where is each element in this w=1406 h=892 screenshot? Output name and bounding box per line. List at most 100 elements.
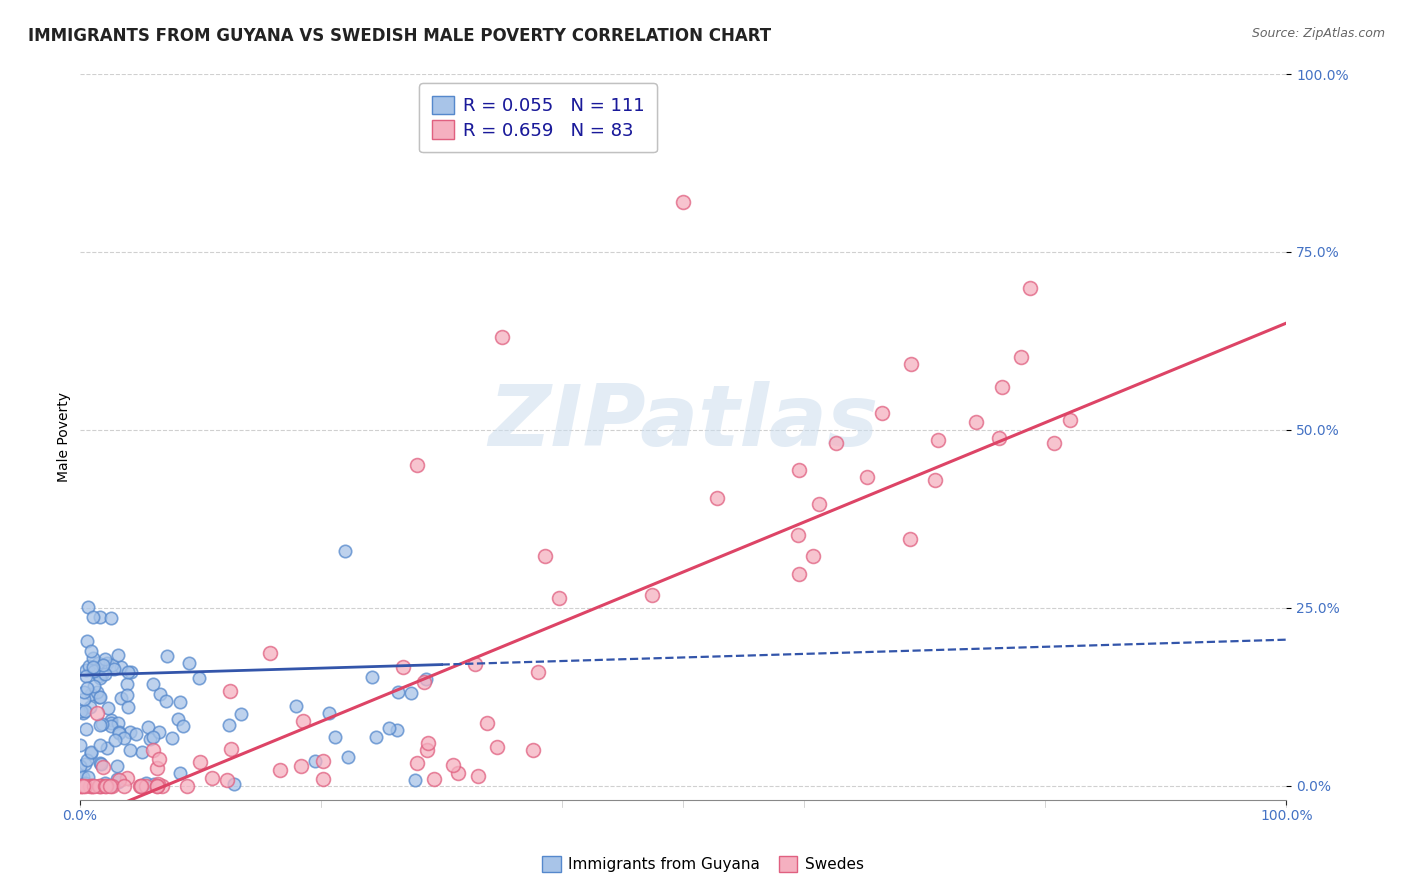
Point [90, 757, 112, 772]
Point [311, 754, 333, 768]
Point [107, 716, 129, 731]
Point [218, 684, 240, 698]
Point [100, 657, 122, 672]
Point [491, 330, 513, 344]
Point [176, 779, 198, 793]
Point [318, 706, 340, 721]
Point [142, 730, 165, 744]
Point [115, 688, 138, 702]
Point [87, 690, 110, 704]
Point [115, 771, 138, 785]
Point [148, 725, 170, 739]
Point [91, 760, 114, 774]
Point [72, 685, 94, 699]
Point [82, 779, 104, 793]
Point [79, 699, 101, 714]
Point [378, 721, 401, 735]
Point [76, 753, 98, 767]
Point [87, 657, 110, 671]
Point [105, 759, 128, 773]
Point [415, 672, 437, 686]
Point [387, 684, 409, 698]
Text: IMMIGRANTS FROM GUYANA VS SWEDISH MALE POVERTY CORRELATION CHART: IMMIGRANTS FROM GUYANA VS SWEDISH MALE P… [28, 27, 772, 45]
Point [360, 670, 382, 684]
Text: Source: ZipAtlas.com: Source: ZipAtlas.com [1251, 27, 1385, 40]
Point [142, 743, 165, 757]
Point [96, 656, 118, 670]
Point [405, 756, 427, 770]
Point [640, 589, 662, 603]
Point [72, 770, 94, 784]
Point [222, 776, 245, 790]
Point [80, 687, 103, 701]
Point [145, 779, 167, 793]
Point [131, 745, 153, 759]
Point [156, 648, 179, 663]
Point [146, 761, 169, 775]
Legend: Immigrants from Guyana, Swedes: Immigrants from Guyana, Swedes [534, 848, 872, 880]
Point [104, 733, 127, 747]
Point [69, 769, 91, 783]
Point [100, 611, 122, 625]
Point [101, 779, 124, 793]
Point [82, 610, 104, 624]
Point [110, 691, 132, 706]
Point [231, 707, 253, 722]
Point [672, 195, 695, 210]
Point [100, 719, 122, 733]
Point [94, 652, 117, 666]
Point [900, 357, 922, 371]
Point [75, 704, 97, 718]
Point [79, 779, 101, 793]
Text: ZIPatlas: ZIPatlas [488, 381, 879, 464]
Point [107, 648, 129, 663]
Point [475, 715, 498, 730]
Point [69, 739, 91, 753]
Point [142, 777, 165, 791]
Point [149, 688, 172, 702]
Point [75, 663, 97, 677]
Point [80, 746, 103, 760]
Point [413, 674, 436, 689]
Point [112, 779, 135, 793]
Point [801, 549, 824, 563]
Point [304, 754, 326, 768]
Point [115, 677, 138, 691]
Point [82, 660, 104, 674]
Point [898, 532, 921, 546]
Point [808, 497, 831, 511]
Point [467, 769, 489, 783]
Point [103, 662, 125, 676]
Point [139, 731, 162, 746]
Point [486, 740, 509, 755]
Point [86, 706, 108, 721]
Point [169, 695, 191, 709]
Point [990, 379, 1012, 393]
Point [97, 701, 120, 715]
Point [416, 736, 439, 750]
Point [100, 715, 122, 730]
Point [128, 779, 150, 793]
Point [89, 671, 111, 685]
Point [336, 750, 359, 764]
Point [787, 463, 810, 477]
Point [72, 779, 94, 793]
Point [259, 646, 281, 660]
Point [82, 651, 104, 665]
Point [856, 470, 879, 484]
Point [108, 725, 131, 739]
Point [89, 779, 111, 793]
Point [83, 664, 105, 678]
Point [534, 549, 557, 564]
Point [89, 610, 111, 624]
Point [76, 681, 98, 696]
Point [108, 773, 131, 788]
Point [94, 776, 117, 790]
Point [1043, 436, 1066, 450]
Point [269, 764, 291, 778]
Point [135, 779, 157, 793]
Point [91, 717, 114, 731]
Point [146, 777, 169, 791]
Point [77, 770, 100, 784]
Point [89, 690, 111, 704]
